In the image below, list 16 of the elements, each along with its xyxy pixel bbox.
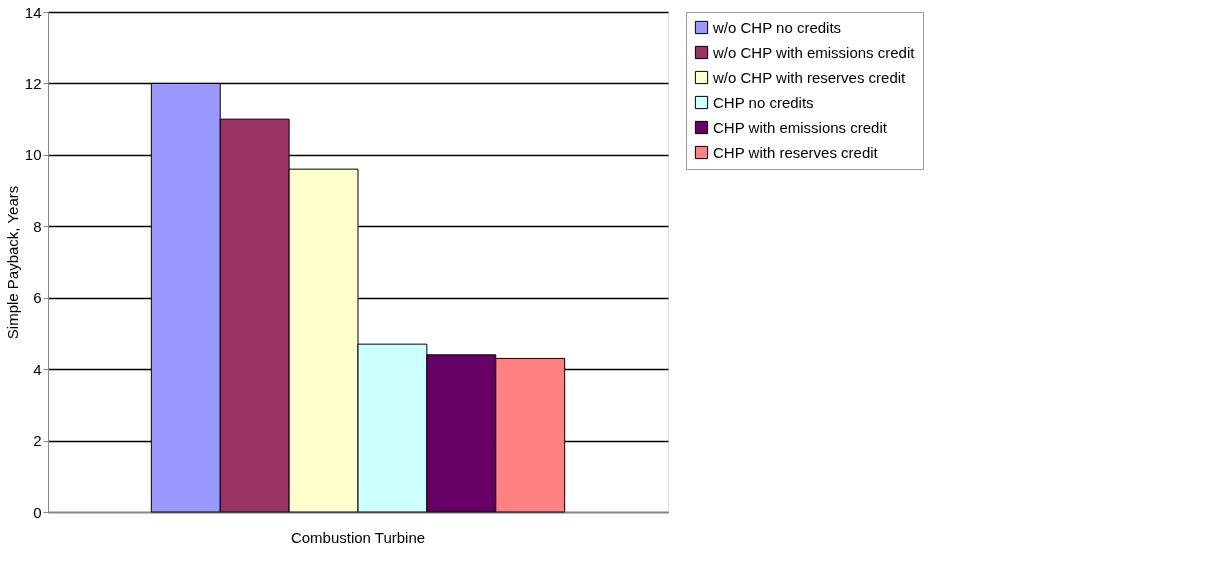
y-tick-label: 8 [33, 217, 42, 235]
y-tick-label: 14 [24, 3, 42, 21]
legend-label: w/o CHP with emissions credit [712, 43, 916, 61]
legend-label: CHP with emissions credit [713, 118, 888, 136]
legend-label: CHP with reserves credit [713, 143, 879, 161]
x-tick-label: Combustion Turbine [290, 528, 426, 546]
legend-label: CHP no credits [713, 93, 814, 111]
y-tick-label: 4 [33, 360, 42, 378]
y-tick-label: 10 [24, 146, 42, 164]
y-axis-title: Simple Payback, Years [3, 185, 21, 340]
y-tick-label: 2 [33, 432, 42, 450]
legend-label: w/o CHP with reserves credit [712, 68, 907, 86]
y-tick-label: 12 [24, 74, 42, 92]
y-tick-label: 6 [33, 289, 42, 307]
y-tick-label: 0 [33, 503, 42, 521]
legend-label: w/o CHP no credits [712, 18, 842, 36]
